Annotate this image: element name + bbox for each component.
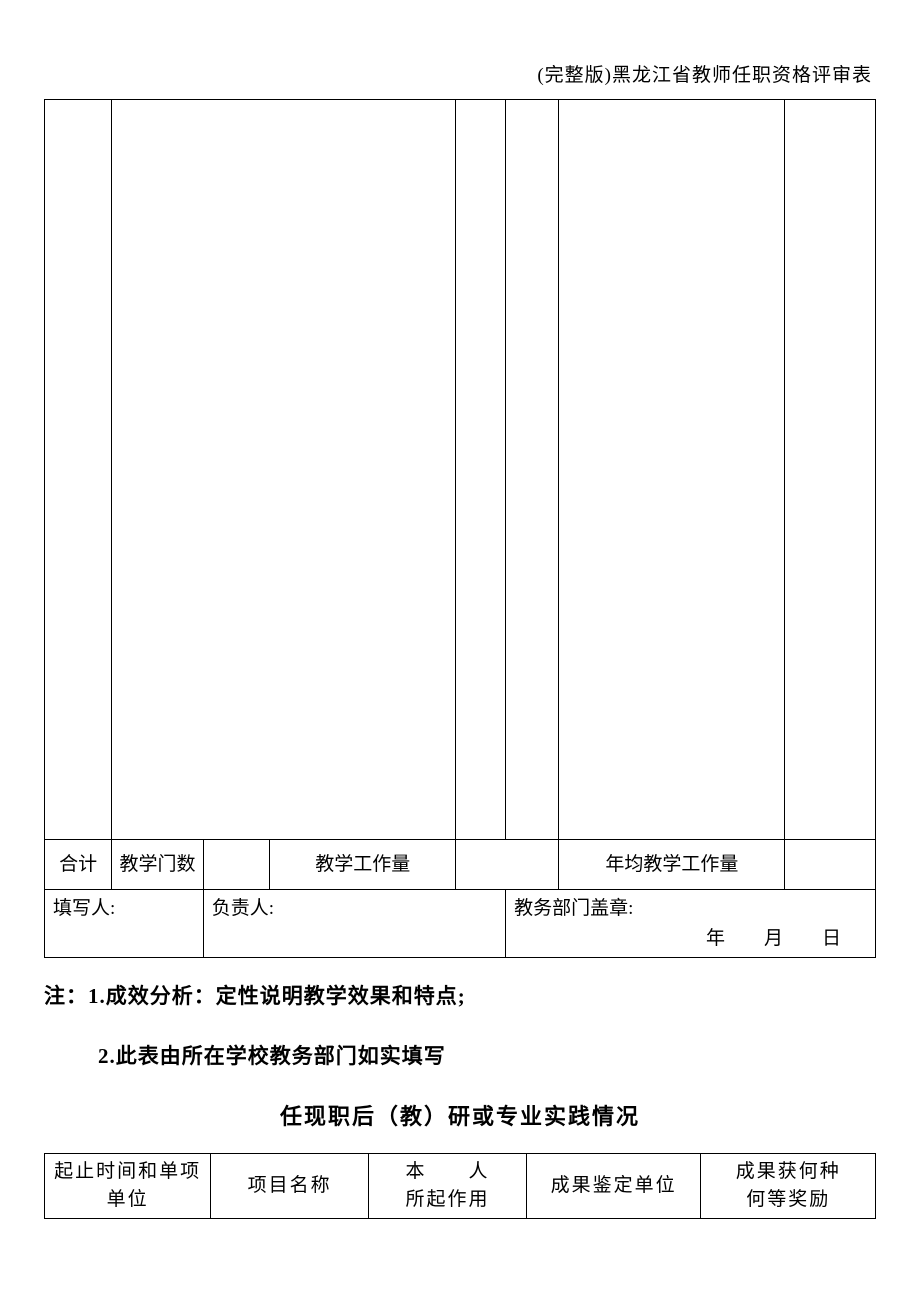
main-table: 合计 教学门数 教学工作量 年均教学工作量 填写人: 负责人: 教务部门盖章: … — [44, 99, 876, 958]
col-project: 项目名称 — [211, 1154, 369, 1218]
empty-cell — [45, 100, 112, 840]
col-role-l2: 所起作用 — [405, 1189, 489, 1210]
empty-cell — [785, 100, 876, 840]
avg-workload-label: 年均教学工作量 — [559, 840, 785, 890]
page-header-title: (完整版)黑龙江省教师任职资格评审表 — [44, 60, 876, 87]
research-header-row: 起止时间和单项单位 项目名称 本 人 所起作用 成果鉴定单位 成果获何种 何等奖… — [45, 1154, 876, 1218]
notes-block: 注：1.成效分析：定性说明教学效果和特点; 2.此表由所在学校教务部门如实填写 — [44, 980, 876, 1073]
note-line-2: 2.此表由所在学校教务部门如实填写 — [44, 1040, 876, 1074]
col-award: 成果获何种 何等奖励 — [701, 1154, 876, 1218]
col-role-l1: 本 人 — [405, 1161, 489, 1182]
empty-content-row — [45, 100, 876, 840]
leader-cell: 负责人: — [203, 890, 505, 958]
col-timeunit: 起止时间和单项单位 — [45, 1154, 211, 1218]
empty-cell — [112, 100, 456, 840]
signature-row: 填写人: 负责人: 教务部门盖章: 年 月 日 — [45, 890, 876, 958]
research-table: 起止时间和单项单位 项目名称 本 人 所起作用 成果鉴定单位 成果获何种 何等奖… — [44, 1153, 876, 1218]
col-award-l2: 何等奖励 — [746, 1189, 830, 1210]
avg-workload-value — [785, 840, 876, 890]
col-award-l1: 成果获何种 — [736, 1161, 841, 1182]
col-role: 本 人 所起作用 — [369, 1154, 527, 1218]
note-line-1: 注：1.成效分析：定性说明教学效果和特点; — [44, 980, 876, 1014]
total-row: 合计 教学门数 教学工作量 年均教学工作量 — [45, 840, 876, 890]
empty-cell — [456, 100, 506, 840]
date-line: 年 月 日 — [514, 926, 867, 952]
jiaowu-cell: 教务部门盖章: 年 月 日 — [506, 890, 876, 958]
teaching-doors-value — [203, 840, 269, 890]
empty-cell — [559, 100, 785, 840]
filler-cell: 填写人: — [45, 890, 204, 958]
col-appraise: 成果鉴定单位 — [526, 1154, 701, 1218]
total-label: 合计 — [45, 840, 112, 890]
jiaowu-label: 教务部门盖章: — [514, 896, 867, 922]
section-title: 任现职后（教）研或专业实践情况 — [44, 1099, 876, 1131]
teaching-doors-label: 教学门数 — [112, 840, 203, 890]
teaching-workload-label: 教学工作量 — [270, 840, 456, 890]
teaching-workload-value — [456, 840, 559, 890]
empty-cell — [506, 100, 559, 840]
